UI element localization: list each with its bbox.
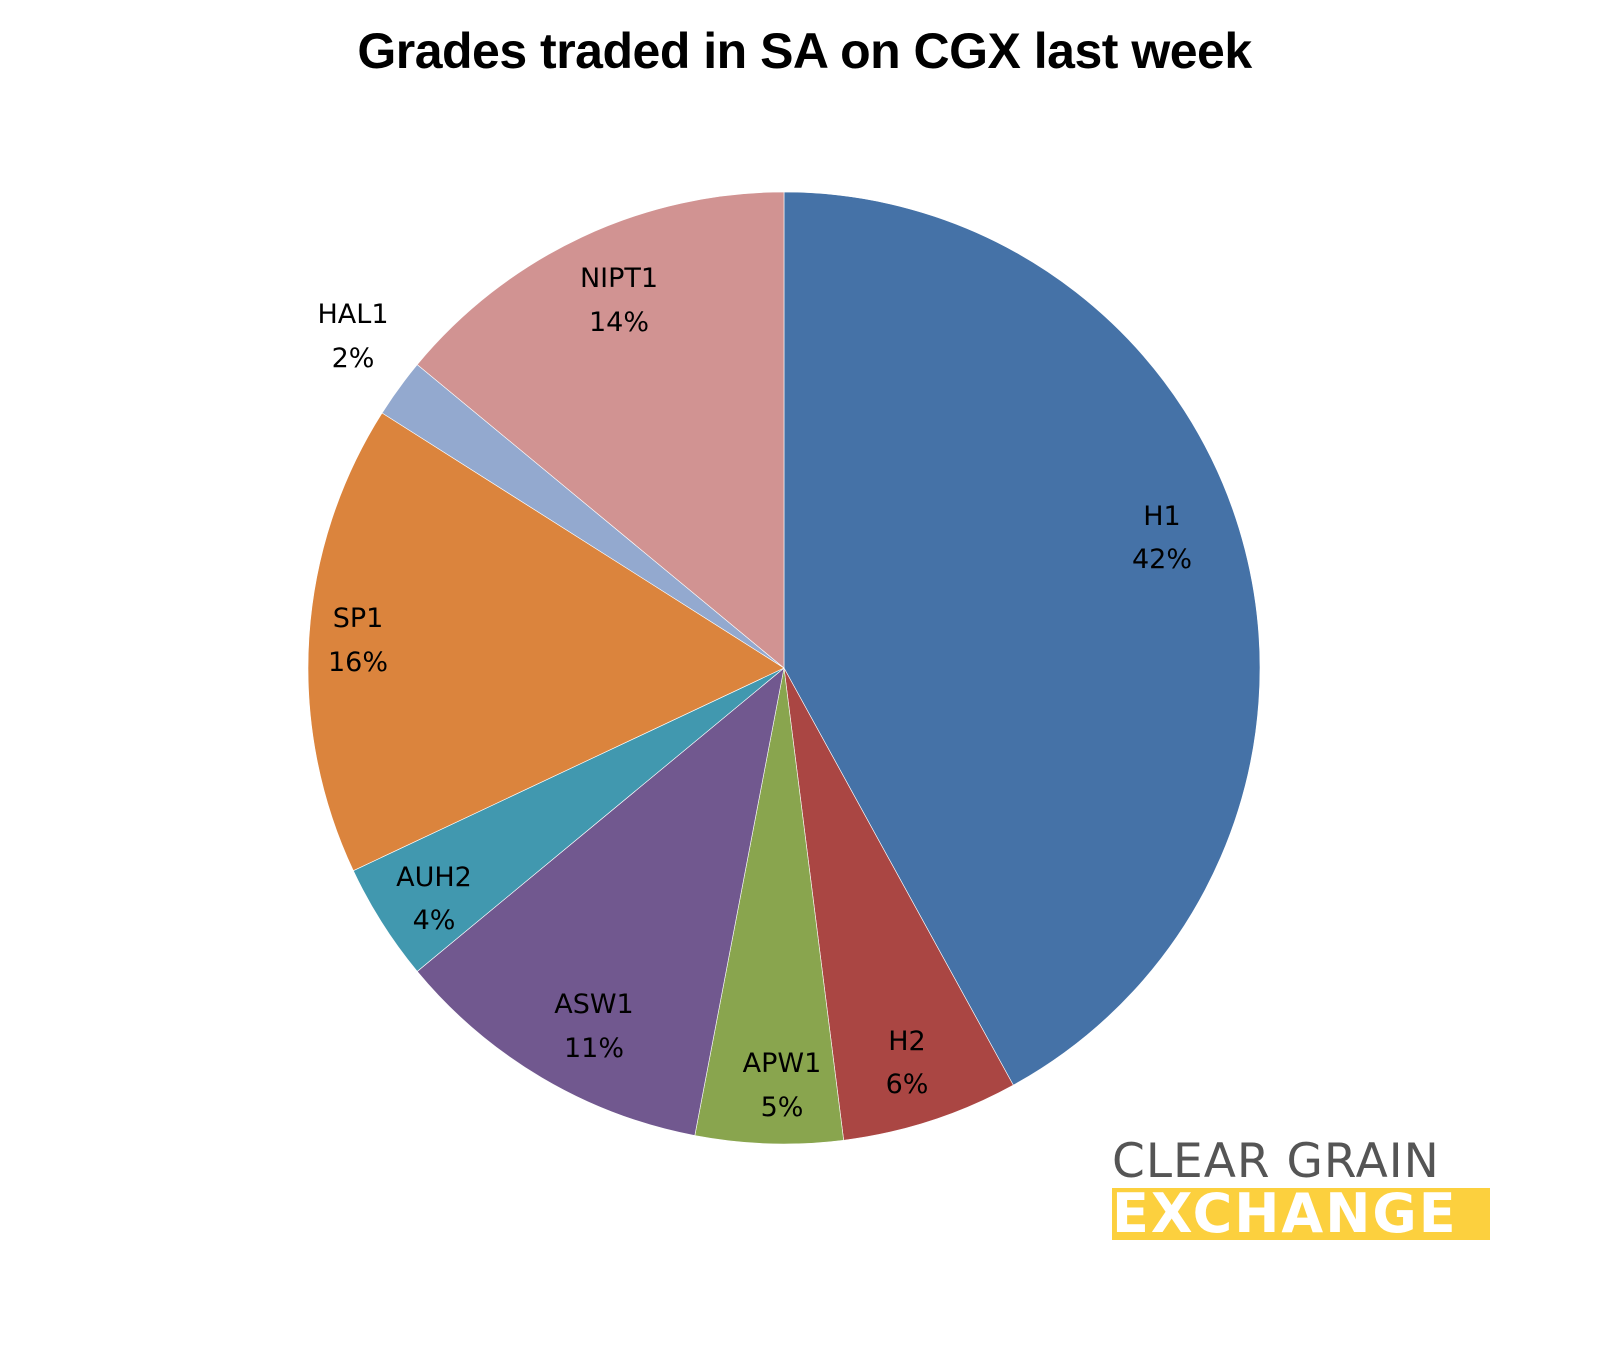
slice-label-auh2-pct: 4% <box>413 905 456 936</box>
slice-labels: H1 42% H2 6% APW1 5% ASW1 11% AUH2 4% SP… <box>318 263 1193 1123</box>
slice-label-nipt1-pct: 14% <box>589 307 649 338</box>
slice-label-apw1-name: APW1 <box>743 1048 822 1079</box>
clear-grain-exchange-logo: CLEAR GRAIN EXCHANGE <box>1112 1136 1490 1244</box>
slice-label-h2-pct: 6% <box>886 1069 929 1100</box>
slice-label-sp1-pct: 16% <box>328 647 388 678</box>
slice-label-h1-pct: 42% <box>1132 544 1192 575</box>
slice-label-asw1-name: ASW1 <box>554 989 633 1020</box>
logo-line2: EXCHANGE <box>1112 1188 1458 1240</box>
slice-label-sp1-name: SP1 <box>333 603 384 634</box>
slice-label-apw1-pct: 5% <box>761 1092 804 1123</box>
pie-slice-nipt1 <box>416 191 785 669</box>
slice-label-auh2-name: AUH2 <box>396 862 472 893</box>
pie-slice-asw1 <box>416 667 785 1136</box>
slice-label-h2-name: H2 <box>888 1026 925 1057</box>
slice-label-asw1-pct: 11% <box>564 1033 624 1064</box>
slice-label-h1-name: H1 <box>1143 501 1180 532</box>
chart-title: Grades traded in SA on CGX last week <box>357 23 1252 79</box>
pie-slice-h1 <box>783 191 1261 1086</box>
logo-line2-band: EXCHANGE <box>1112 1188 1490 1240</box>
pie-slices <box>307 191 1261 1145</box>
pie-slice-sp1 <box>307 412 785 872</box>
slice-label-nipt1-name: NIPT1 <box>580 263 658 294</box>
logo-line1: CLEAR GRAIN <box>1112 1134 1440 1189</box>
slice-label-hal1-name: HAL1 <box>318 299 389 330</box>
slice-label-hal1-pct: 2% <box>332 343 375 374</box>
pie-slice-apw1 <box>694 667 844 1145</box>
pie-slice-h2 <box>783 667 1014 1141</box>
